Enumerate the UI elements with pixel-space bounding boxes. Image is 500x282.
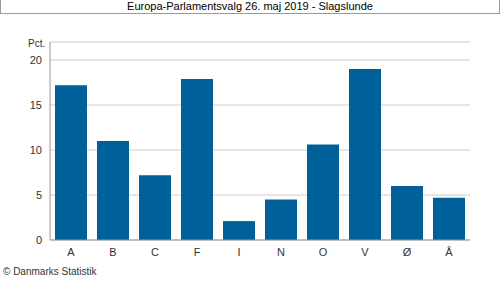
svg-text:15: 15 [30,99,42,111]
svg-text:I: I [237,246,240,258]
svg-text:Ø: Ø [403,246,412,258]
html-text:© Danmarks Statistik: © Danmarks Statistik [3,266,97,277]
svg-text:0: 0 [36,234,42,246]
svg-text:20: 20 [30,54,42,66]
svg-text:A: A [67,246,75,258]
html-text:Pct.: Pct. [28,38,46,49]
html-text:Europa-Parlamentsvalg 26. maj: Europa-Parlamentsvalg 26. maj 2019 - Sla… [127,0,373,12]
svg-text:N: N [277,246,285,258]
svg-text:F: F [194,246,201,258]
svg-text:5: 5 [36,189,42,201]
svg-text:C: C [151,246,159,258]
svg-text:B: B [109,246,116,258]
svg-text:O: O [319,246,328,258]
svg-text:10: 10 [30,144,42,156]
svg-text:V: V [361,246,369,258]
svg-text:Å: Å [445,246,453,258]
